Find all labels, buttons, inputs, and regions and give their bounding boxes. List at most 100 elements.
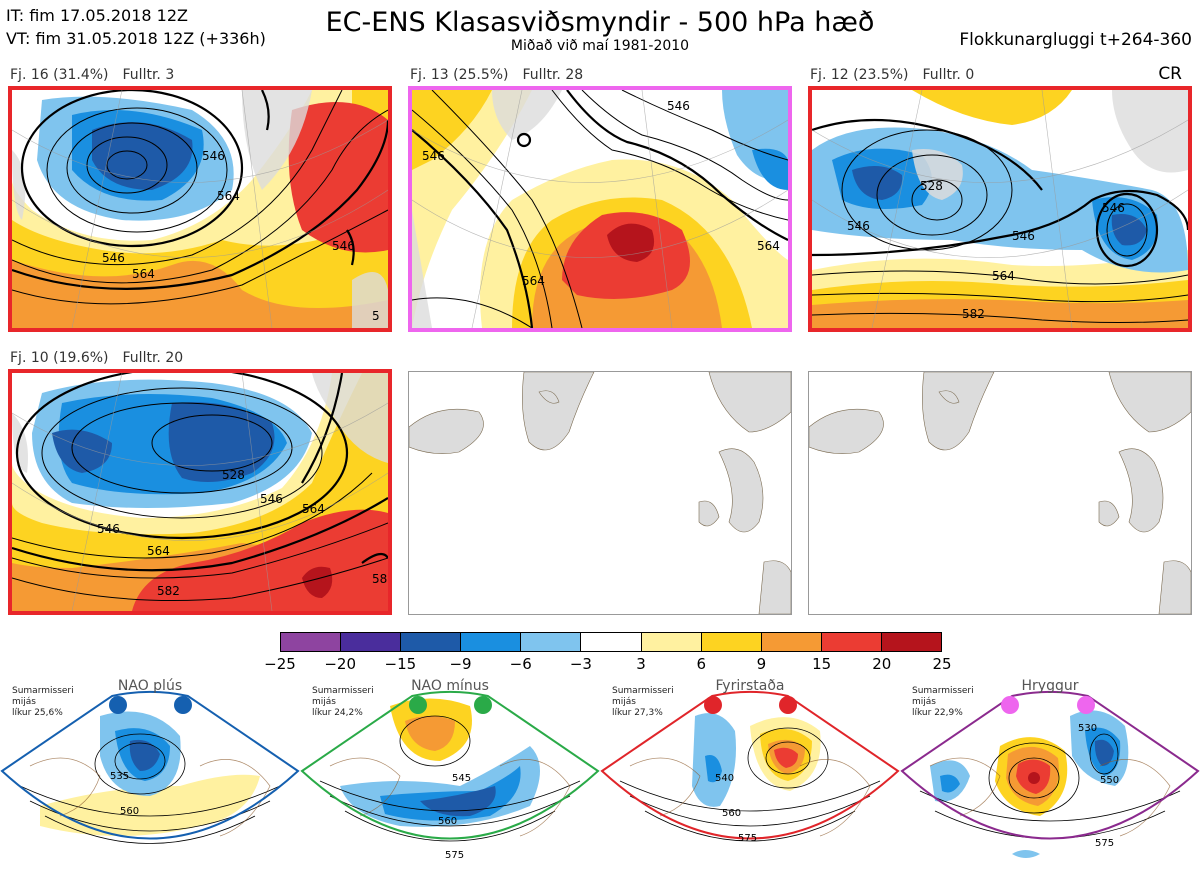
colorbar-ticks: −25 −20 −15 −9 −6 −3 3 6 9 15 20 25 <box>264 655 951 675</box>
cluster-2-map: 546 564 546 564 <box>408 86 792 332</box>
contour-label: 546 <box>202 149 225 163</box>
valid-time: VT: fim 31.05.2018 12Z (+336h) <box>6 29 266 48</box>
regime-title: Hryggur <box>1021 678 1079 694</box>
colorbar-tick-label: −3 <box>569 655 592 673</box>
classification-window: Flokkunargluggi t+264-360 <box>959 30 1192 50</box>
regime-border <box>600 691 900 840</box>
contour-label: 560 <box>438 816 457 827</box>
colorbar-swatch <box>761 633 822 651</box>
cluster-1-label: Fj. 16 (31.4%) Fulltr. 3 <box>10 67 175 83</box>
contour-label: 564 <box>147 544 170 558</box>
regime-blocking: 540 560 575 Fyrirstaða Sumarmisseri mijá… <box>600 676 900 871</box>
contour-label: 546 <box>847 219 870 233</box>
contour-label: 546 <box>422 149 445 163</box>
cluster-3-map: 528 546 564 582 546 546 <box>808 86 1192 332</box>
regime-border <box>300 691 600 840</box>
colorbar-swatch <box>581 633 642 651</box>
colorbar-swatch <box>341 633 402 651</box>
contour-label: 5 <box>372 309 380 323</box>
colorbar <box>280 632 942 652</box>
cluster-3-label: Fj. 12 (23.5%) Fulltr. 0 <box>810 67 975 83</box>
cluster-1-map: 546 564 546 564 546 5 <box>8 86 392 332</box>
colorbar-tick-label: 15 <box>812 655 832 673</box>
colorbar-tick-label: 6 <box>696 655 707 673</box>
contour-label: 550 <box>1100 775 1119 786</box>
contour-label: 560 <box>120 806 139 817</box>
regime-title: NAO plús <box>117 678 183 694</box>
contour-label: 545 <box>452 773 471 784</box>
contour-label: 546 <box>1102 201 1125 215</box>
regime-marker-dot <box>1001 696 1019 714</box>
contour-label: 564 <box>217 189 240 203</box>
regime-note: Sumarmisseri mijás líkur 24,2% <box>312 686 374 718</box>
empty-map-1 <box>408 371 792 615</box>
regime-border <box>900 691 1200 840</box>
regime-nao-plus: 535 560 NAO plús Sumarmisseri mijás líku… <box>0 676 300 871</box>
contour-label: 528 <box>222 468 245 482</box>
contour-label: 575 <box>1095 838 1114 849</box>
regime-marker-dot <box>474 696 492 714</box>
colorbar-swatch <box>641 633 702 651</box>
contour-label: 582 <box>962 307 985 321</box>
cr-label: CR <box>1158 64 1182 84</box>
colorbar-tick-label: 9 <box>756 655 767 673</box>
regime-marker-dot <box>109 696 127 714</box>
colorbar-tick-label: −20 <box>324 655 356 673</box>
cluster-4-map: 528 546 546 564 564 582 58 <box>8 369 392 615</box>
contour-label: 535 <box>110 771 129 782</box>
init-time: IT: fim 17.05.2018 12Z <box>6 6 188 25</box>
contour-label: 546 <box>332 239 355 253</box>
regime-note: Sumarmisseri mijás líkur 27,3% <box>612 686 674 718</box>
contour-label: 564 <box>992 269 1015 283</box>
colorbar-tick-label: −15 <box>384 655 417 673</box>
regime-marker-dot <box>1077 696 1095 714</box>
contour-label: 528 <box>920 179 943 193</box>
contour-label: 546 <box>97 522 120 536</box>
contour-label: 546 <box>102 251 125 265</box>
colorbar-swatch <box>401 633 462 651</box>
regime-note: Sumarmisseri mijás líkur 22,9% <box>912 686 974 718</box>
contour-label: 560 <box>722 808 741 819</box>
contour-label: 564 <box>757 239 780 253</box>
contour-label: 540 <box>715 773 734 784</box>
colorbar-swatch <box>881 633 942 651</box>
regime-nao-minus: 545 560 575 NAO mínus Sumarmisseri mijás… <box>300 676 600 871</box>
contour-label: 530 <box>1078 723 1097 734</box>
contour-label: 564 <box>302 502 325 516</box>
header-times: IT: fim 17.05.2018 12Z VT: fim 31.05.201… <box>6 4 266 50</box>
colorbar-swatch <box>701 633 762 651</box>
colorbar-swatch <box>521 633 582 651</box>
regime-note: Sumarmisseri mijás líkur 25,6% <box>12 686 74 718</box>
regime-marker-dot <box>174 696 192 714</box>
regime-title: NAO mínus <box>411 678 489 694</box>
contour-label: 546 <box>1012 229 1035 243</box>
colorbar-tick-label: −25 <box>264 655 296 673</box>
cluster-4-label: Fj. 10 (19.6%) Fulltr. 20 <box>10 350 184 366</box>
contour-label: 564 <box>132 267 155 281</box>
contour-label: 546 <box>260 492 283 506</box>
colorbar-tick-label: 20 <box>872 655 892 673</box>
colorbar-swatch <box>461 633 522 651</box>
colorbar-tick-label: −6 <box>509 655 532 673</box>
contour-label: 58 <box>372 572 387 586</box>
colorbar-tick-label: 3 <box>636 655 646 673</box>
regime-border <box>0 691 300 840</box>
colorbar-tick-label: 25 <box>932 655 952 673</box>
colorbar-swatch <box>821 633 882 651</box>
contour-label: 564 <box>522 274 545 288</box>
regime-marker-dot <box>409 696 427 714</box>
contour-label: 582 <box>157 584 180 598</box>
cluster-2-label: Fj. 13 (25.5%) Fulltr. 28 <box>410 67 584 83</box>
contour-label: 575 <box>445 850 464 861</box>
contour-label: 546 <box>667 99 690 113</box>
contour-label: 575 <box>738 833 757 844</box>
regime-ridge: 530 550 575 Hryggur Sumarmisseri mijás l… <box>900 676 1200 871</box>
page-title: EC-ENS Klasasviðsmyndir - 500 hPa hæð <box>325 7 875 38</box>
empty-map-2 <box>808 371 1192 615</box>
regime-title: Fyrirstaða <box>715 678 785 694</box>
page-subtitle: Miðað við maí 1981-2010 <box>510 38 690 54</box>
colorbar-swatch <box>281 633 342 651</box>
colorbar-tick-label: −9 <box>449 655 472 673</box>
regime-marker-dot <box>779 696 797 714</box>
regime-marker-dot <box>704 696 722 714</box>
